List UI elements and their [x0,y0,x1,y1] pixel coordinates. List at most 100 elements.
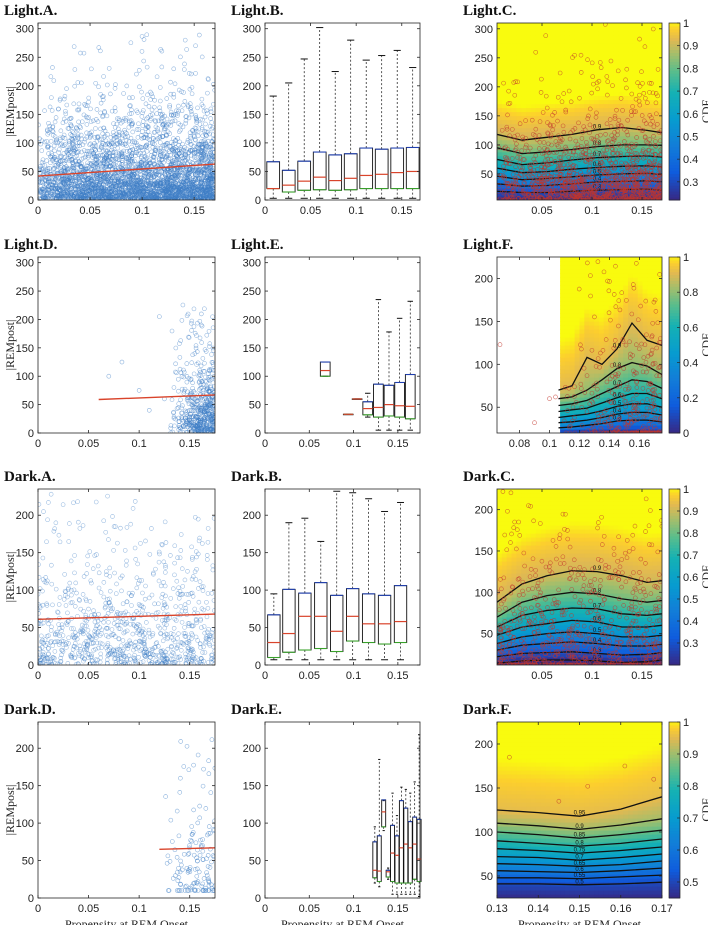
heatmap-cell [637,39,644,44]
heatmap-cell [530,143,537,149]
heatmap-cell [521,107,527,113]
heatmap-cell [540,91,547,97]
scatter-point [129,111,134,116]
heatmap-cell [618,23,624,28]
scatter-point [156,172,161,178]
heatmap-cell [623,71,629,76]
scatter-point [197,32,202,38]
scatter-point [199,181,204,186]
y-tick-label: 200 [16,81,34,93]
heatmap-cell [623,47,629,52]
heatmap-cell [618,43,624,48]
scatter-point [211,143,215,149]
scatter-point [109,141,114,146]
heatmap-cell [637,123,644,129]
heatmap-cell [584,79,590,84]
heatmap-cell [603,23,610,28]
axes-frame [264,22,421,201]
scatter-point [185,137,191,143]
heatmap-cell [589,95,595,101]
heatmap-cell [598,95,605,101]
heatmap-cell [526,35,532,40]
scatter-point [81,50,87,56]
heatmap-cell [574,79,581,84]
heatmap-cell [526,155,532,161]
heatmap-cell [501,191,508,197]
heatmap-cell [530,23,537,28]
heatmap-cell [579,75,585,80]
scatter-point [72,83,78,89]
heatmap-cell [550,115,556,121]
scatter-point [201,108,207,114]
heatmap-cell [628,123,634,129]
scatter-point [115,157,121,162]
heatmap-cell [560,27,566,32]
heatmap-cell [569,119,576,125]
heatmap-cell [613,51,619,56]
heatmap-cell [506,31,513,36]
heatmap-cell [584,67,590,72]
heatmap-cell [526,63,532,68]
heatmap-cell [511,43,518,48]
scatter-point [116,151,122,156]
heatmap-cell [521,67,527,72]
heatmap-cell [545,99,551,105]
heatmap-cell [603,87,610,92]
scatter-point [153,146,158,151]
heatmap-cell [550,55,556,60]
heatmap-cell [642,83,649,88]
heatmap-cell [584,27,590,32]
heatmap-cell [511,39,518,44]
scatter-point [75,135,81,141]
heatmap-cell [506,91,513,97]
scatter-point [141,176,146,182]
heatmap-cell [521,75,527,80]
heatmap-cell [501,111,508,117]
heatmap-cell [530,55,537,60]
heatmap-cell [521,47,527,52]
scatter-point [156,157,162,163]
scatter-point [94,107,100,112]
heatmap-cell [511,27,518,32]
heatmap-cell [598,35,605,40]
box-body [266,161,281,190]
heatmap-cell [584,71,590,76]
scatter-point [98,126,103,132]
heatmap-cell [564,115,571,121]
heatmap-cell [613,91,619,97]
scatter-point [51,167,56,172]
heatmap-cell [535,47,542,52]
heatmap-cell [564,79,571,84]
heatmap-cell [598,51,605,56]
scatter-point [84,122,90,127]
scatter-point [104,82,110,88]
heatmap-cell [530,71,537,76]
scatter-point [165,177,170,183]
heatmap-cell [530,139,537,145]
heatmap-cell [521,103,527,109]
heatmap-cell [628,99,634,105]
scatter-point [168,109,174,115]
heatmap-cell [526,107,532,113]
heatmap-cell [511,99,518,105]
box-body [343,153,358,191]
heatmap-cell [569,59,576,64]
scatter-point [116,116,122,122]
scatter-point [54,163,59,168]
heatmap-cell [535,103,542,109]
heatmap-cell [618,39,624,44]
heatmap-cell [535,111,542,117]
heatmap-cell [632,51,639,56]
heatmap-cell [574,91,581,97]
heatmap-cell [642,39,649,44]
heatmap-cell [550,75,556,80]
scatter-point [115,145,121,151]
panel-light-a: 0 0.05 0.1 0.15050100150200250300Light.A.|R… [3,3,216,217]
heatmap-cell [574,31,581,36]
heatmap-cell [579,67,585,72]
heatmap-cell [623,27,629,32]
scatter-point [119,149,124,155]
scatter-point [152,104,157,110]
heatmap-cell [501,63,508,68]
heatmap-cell [540,47,547,52]
